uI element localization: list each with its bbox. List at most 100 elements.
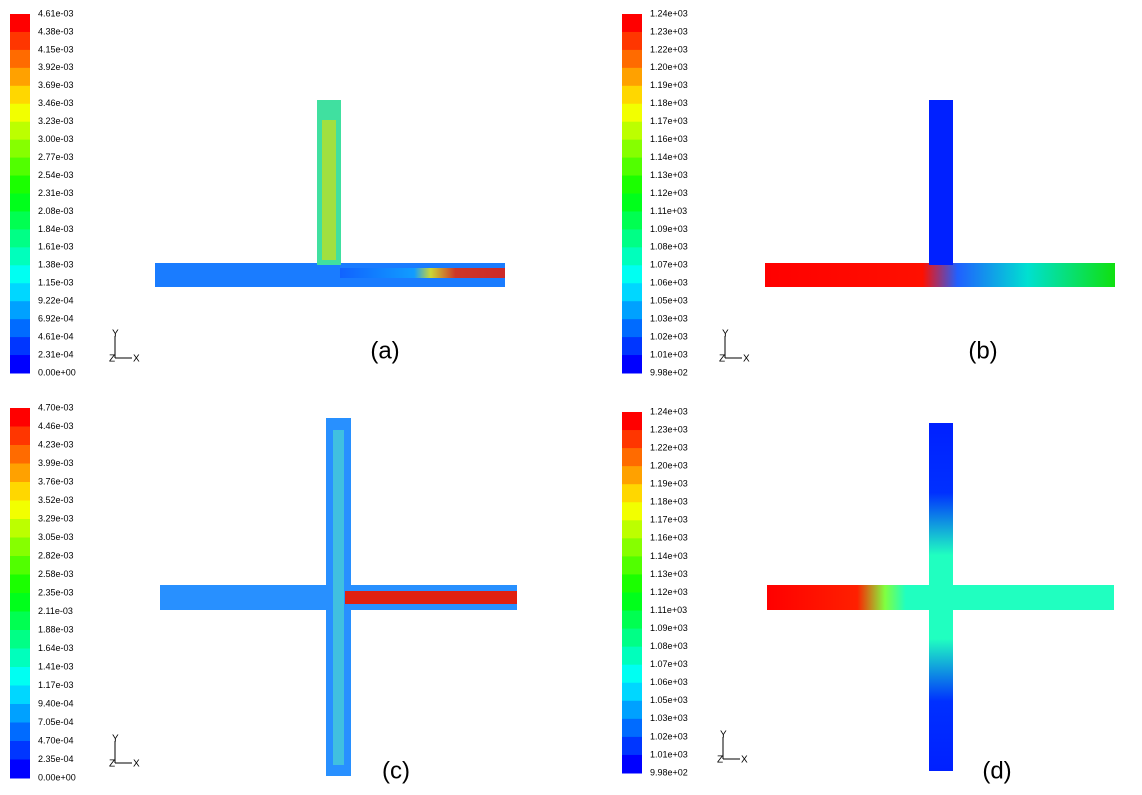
colorbar-label: 4.46e-03 <box>38 421 74 431</box>
colorbar-swatch <box>10 685 30 705</box>
colorbar-swatch <box>622 700 642 720</box>
colorbar-label: 1.84e-03 <box>38 224 74 234</box>
colorbar-swatch <box>622 466 642 485</box>
colorbar-label: 1.17e-03 <box>38 680 74 690</box>
colorbar-swatch <box>622 265 642 284</box>
colorbar-label: 2.77e-03 <box>38 152 74 162</box>
colorbar-label: 9.98e+02 <box>650 767 688 777</box>
colorbar-swatch <box>10 593 30 612</box>
colorbar-label: 2.08e-03 <box>38 206 74 216</box>
colorbar-swatch <box>10 463 30 483</box>
colorbar-label: 3.46e-03 <box>38 98 74 108</box>
colorbar-label: 0.00e+00 <box>38 367 76 377</box>
axis-label: X <box>133 759 140 770</box>
colorbar-swatch <box>622 646 642 666</box>
colorbar-swatch <box>622 157 642 177</box>
colorbar-swatch <box>10 337 30 356</box>
colorbar-swatch <box>10 265 30 284</box>
colorbar-swatch <box>10 630 30 649</box>
colorbar-label: 1.03e+03 <box>650 713 688 723</box>
axis-label: Y <box>722 329 729 340</box>
colorbar-swatch <box>622 412 642 431</box>
colorbar-label: 9.40e-04 <box>38 698 74 708</box>
colorbar-swatch <box>622 301 642 320</box>
colorbar-swatch <box>622 682 642 702</box>
axis-label: Y <box>720 730 727 741</box>
colorbar-swatch <box>622 448 642 467</box>
colorbar-swatch <box>10 574 30 594</box>
panel-label: (d) <box>982 757 1011 784</box>
colorbar-label: 1.15e-03 <box>38 278 74 288</box>
colorbar-label: 1.01e+03 <box>650 349 688 359</box>
colorbar-label: 1.64e-03 <box>38 643 74 653</box>
colorbar-label: 2.35e-04 <box>38 754 74 764</box>
colorbar-swatch <box>10 229 30 248</box>
geometry-b <box>765 100 1115 287</box>
colorbar-swatch <box>622 193 642 212</box>
colorbar-label: 1.05e+03 <box>650 296 688 306</box>
colorbar-label: 1.88e-03 <box>38 624 74 634</box>
colorbar-label: 1.19e+03 <box>650 479 688 489</box>
colorbar-swatch <box>10 537 30 557</box>
colorbar-label: 1.12e+03 <box>650 587 688 597</box>
colorbar-label: 1.07e+03 <box>650 260 688 270</box>
colorbar-label: 1.17e+03 <box>650 515 688 525</box>
colorbar-label: 4.38e-03 <box>38 26 74 36</box>
colorbar-swatch <box>10 283 30 302</box>
colorbar-swatch <box>10 722 30 742</box>
colorbar-swatch <box>10 103 30 123</box>
colorbar-swatch <box>10 247 30 266</box>
colorbar-swatch <box>10 500 30 520</box>
colorbar-label: 2.11e-03 <box>38 606 73 616</box>
colorbar-swatch <box>10 175 30 194</box>
axis-label: Z <box>109 354 115 365</box>
colorbar-swatch <box>10 49 30 69</box>
colorbar-label: 1.01e+03 <box>650 749 688 759</box>
axis-label: X <box>743 354 750 365</box>
colorbar-swatch <box>622 121 642 141</box>
colorbar-label: 1.23e+03 <box>650 424 688 434</box>
colorbar-label: 1.16e+03 <box>650 134 688 144</box>
colorbar-swatch <box>622 736 642 756</box>
colorbar-label: 7.05e-04 <box>38 717 74 727</box>
colorbar-swatch <box>10 759 30 779</box>
panel-label: (c) <box>382 757 410 784</box>
panel-label: (a) <box>370 337 399 364</box>
colorbar-swatch <box>10 482 30 501</box>
colorbar-swatch <box>622 67 642 87</box>
colorbar-swatch <box>622 49 642 69</box>
colorbar-swatch <box>10 121 30 141</box>
colorbar-label: 1.16e+03 <box>650 533 688 543</box>
colorbar-swatch <box>10 85 30 105</box>
colorbar-swatch <box>10 648 30 668</box>
colorbar-swatch <box>622 430 642 449</box>
axis-label: Z <box>717 755 723 766</box>
colorbar-swatch <box>622 229 642 248</box>
colorbar-label: 1.05e+03 <box>650 695 688 705</box>
axis-label: X <box>133 354 140 365</box>
colorbar-swatch <box>10 426 30 446</box>
colorbar-label: 1.06e+03 <box>650 677 688 687</box>
colorbar-swatch <box>622 85 642 105</box>
colorbar-label: 0.00e+00 <box>38 772 76 782</box>
colorbar-label: 1.11e+03 <box>650 605 687 615</box>
colorbar-label: 1.23e+03 <box>650 26 688 36</box>
colorbar-label: 1.22e+03 <box>650 442 688 452</box>
colorbar-swatch <box>622 355 642 374</box>
colorbar-swatch <box>622 211 642 230</box>
colorbar-label: 9.98e+02 <box>650 367 688 377</box>
colorbar-label: 1.13e+03 <box>650 170 688 180</box>
colorbar-swatch <box>10 667 30 686</box>
colorbar-swatch <box>622 664 642 684</box>
colorbar-label: 1.09e+03 <box>650 623 688 633</box>
colorbar-swatch <box>622 103 642 123</box>
axis-label: Y <box>112 734 119 745</box>
colorbar-swatch <box>622 247 642 266</box>
colorbar-swatch <box>10 139 30 159</box>
colorbar-label: 2.31e-04 <box>38 349 74 359</box>
colorbar-label: 2.82e-03 <box>38 550 74 560</box>
colorbar-label: 3.99e-03 <box>38 458 74 468</box>
colorbar-swatch <box>10 445 30 464</box>
colorbar-swatch <box>622 484 642 503</box>
colorbar-label: 3.29e-03 <box>38 513 74 523</box>
